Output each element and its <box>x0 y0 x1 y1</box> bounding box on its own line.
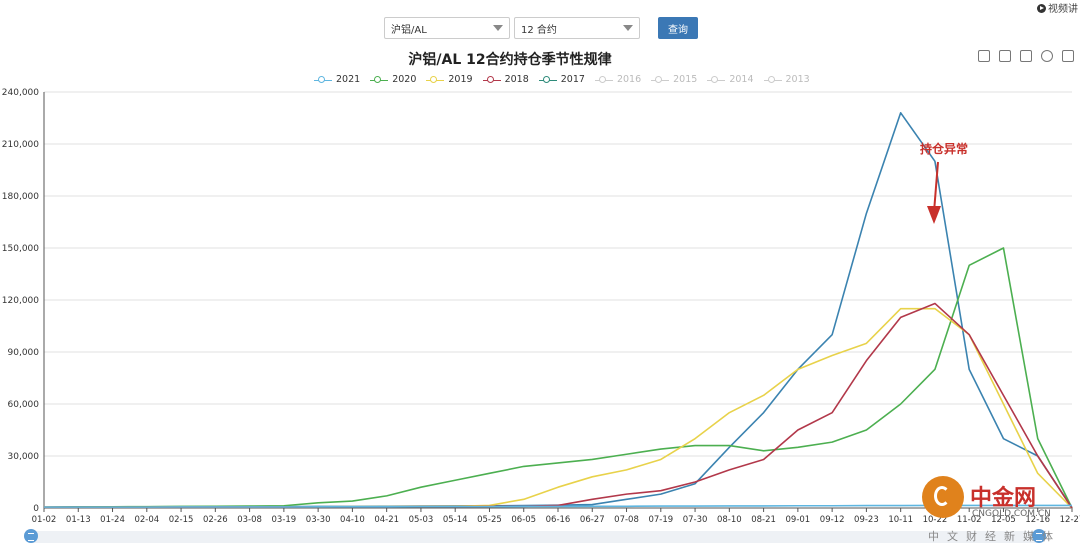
chart-legend: 2021 2020 2019 2018 2017 2016 2015 2014 2013 <box>314 74 810 85</box>
x-tick-label: 03-19 <box>272 515 297 525</box>
legend-item-2018[interactable]: 2018 <box>482 74 529 85</box>
x-tick-label: 07-19 <box>648 515 673 525</box>
legend-swatch-icon <box>763 75 782 84</box>
chart-toolbox <box>978 50 1074 62</box>
legend-item-2021[interactable]: 2021 <box>314 74 360 85</box>
x-tick-label: 11-02 <box>957 515 982 525</box>
series-line-2020 <box>43 247 1073 509</box>
annotation-arrow <box>933 161 939 213</box>
x-tick-label: 02-26 <box>203 515 228 525</box>
y-tick-label: 30,000 <box>8 452 40 462</box>
annotation-label: 持仓异常 <box>920 142 969 156</box>
x-tick-label: 09-23 <box>854 515 879 525</box>
x-tick-label: 07-30 <box>683 515 708 525</box>
series-line-2021 <box>44 504 1072 508</box>
x-tick-label: 12-05 <box>991 515 1016 525</box>
x-tick-label: 10-11 <box>888 515 913 525</box>
x-tick-label: 10-22 <box>923 515 948 525</box>
x-tick-label: 03-08 <box>237 515 262 525</box>
x-tick-label: 04-21 <box>374 515 399 525</box>
legend-swatch-icon <box>426 75 445 84</box>
contract-select[interactable]: 12 合约 <box>514 17 640 39</box>
x-tick-label: 06-27 <box>580 515 605 525</box>
y-tick-label: 120,000 <box>2 296 39 306</box>
legend-item-2020[interactable]: 2020 <box>370 74 416 85</box>
legend-label: 2015 <box>673 74 698 85</box>
download-icon[interactable] <box>1062 50 1074 62</box>
filter-controls: 沪铝/AL 12 合约 查询 <box>384 17 698 39</box>
x-tick-label: 04-10 <box>340 515 365 525</box>
legend-swatch-icon <box>651 75 670 84</box>
series-line-2018 <box>44 302 1073 509</box>
x-tick-label: 01-02 <box>32 515 57 525</box>
x-tick-label: 09-01 <box>786 515 811 525</box>
x-tick-label: 01-24 <box>100 515 125 525</box>
bar-chart-icon[interactable] <box>1020 50 1032 62</box>
zoom-handle-left[interactable] <box>24 529 38 543</box>
legend-swatch-icon <box>538 75 557 84</box>
brand-tagline: 中文财经新媒体 <box>928 530 1061 543</box>
x-tick-label: 05-14 <box>443 515 468 525</box>
variety-select[interactable]: 沪铝/AL <box>384 17 510 39</box>
legend-label: 2013 <box>785 74 810 85</box>
y-tick-label: 180,000 <box>2 192 39 202</box>
legend-item-2014[interactable]: 2014 <box>707 74 754 85</box>
x-tick-label: 12-27 <box>1060 515 1080 525</box>
x-tick-label: 02-04 <box>134 515 159 525</box>
legend-item-2019[interactable]: 2019 <box>426 74 473 85</box>
series-line-2019 <box>44 307 1073 509</box>
legend-swatch-icon <box>370 75 389 84</box>
legend-label: 2016 <box>616 74 642 85</box>
chevron-down-icon <box>493 25 503 31</box>
brand-domain: CNGOLD.COM.CN <box>972 509 1051 519</box>
y-tick-label: 240,000 <box>2 88 39 98</box>
line-chart-icon[interactable] <box>999 50 1011 62</box>
chart-title: 沪铝/AL 12合约持仓季节性规律 <box>408 52 612 68</box>
legend-item-2013[interactable]: 2013 <box>763 74 810 85</box>
brand-name: 中金网 <box>970 486 1037 511</box>
y-tick-label: 150,000 <box>2 244 39 254</box>
zoom-slider-track[interactable] <box>30 531 1040 543</box>
y-tick-label: 90,000 <box>8 348 40 358</box>
data-view-icon[interactable] <box>978 50 990 62</box>
brand-logo-icon <box>922 476 964 518</box>
legend-label: 2017 <box>560 74 585 85</box>
x-tick-label: 09-12 <box>820 515 845 525</box>
x-tick-label: 05-25 <box>477 515 502 525</box>
annotation-arrow-head <box>927 206 941 224</box>
chevron-down-icon <box>623 25 633 31</box>
x-tick-label: 05-03 <box>409 515 434 525</box>
legend-item-2016[interactable]: 2016 <box>594 74 642 85</box>
zoom-handle-right[interactable] <box>1032 529 1046 543</box>
x-tick-label: 01-13 <box>66 515 91 525</box>
legend-swatch-icon <box>314 75 332 84</box>
x-tick-label: 02-15 <box>169 515 194 525</box>
y-tick-label: 60,000 <box>8 400 40 410</box>
x-tick-label: 06-16 <box>546 515 571 525</box>
play-icon <box>1037 4 1046 13</box>
legend-label: 2019 <box>448 74 473 85</box>
y-tick-label: 210,000 <box>2 140 39 150</box>
legend-label: 2014 <box>729 74 754 85</box>
x-tick-label: 07-08 <box>614 515 639 525</box>
refresh-icon[interactable] <box>1041 50 1053 62</box>
legend-label: 2020 <box>392 74 417 85</box>
x-tick-label: 08-21 <box>751 515 776 525</box>
y-tick-label: 0 <box>33 504 39 514</box>
x-tick-label: 03-30 <box>306 515 331 525</box>
query-button[interactable]: 查询 <box>658 17 698 39</box>
legend-swatch-icon <box>594 75 613 84</box>
x-tick-label: 08-10 <box>717 515 742 525</box>
legend-label: 2018 <box>504 74 529 85</box>
legend-swatch-icon <box>482 75 501 84</box>
video-link[interactable]: 视频讲 <box>1037 0 1078 15</box>
legend-item-2017[interactable]: 2017 <box>538 74 585 85</box>
x-tick-label: 12-16 <box>1025 515 1050 525</box>
legend-swatch-icon <box>707 75 726 84</box>
x-tick-label: 06-05 <box>511 515 536 525</box>
legend-label: 2021 <box>336 74 361 85</box>
legend-item-2015[interactable]: 2015 <box>651 74 697 85</box>
